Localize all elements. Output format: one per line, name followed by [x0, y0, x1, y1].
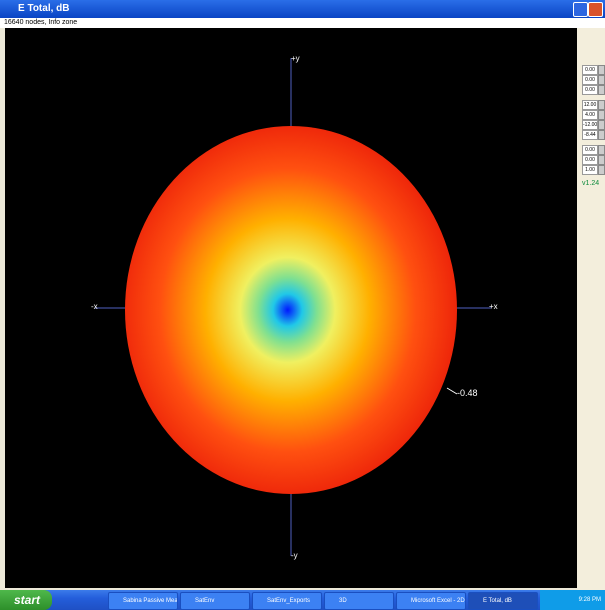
task-button[interactable]: SatEnv_Exports — [252, 592, 322, 610]
render: +y -x +x -y -0.48 — [91, 54, 498, 560]
side-panel: 0.00 0.00 0.00 12.00 4.00 -12.00 -8.44 0… — [577, 28, 605, 590]
field[interactable]: 0.00 — [582, 145, 598, 155]
spinner[interactable] — [598, 65, 605, 75]
status-bar: 16640 nodes, Info zone — [0, 18, 605, 28]
spinner[interactable] — [598, 75, 605, 85]
axis-label: -x — [91, 302, 98, 311]
close-button[interactable] — [588, 2, 603, 17]
taskbar: start Sabina Passive Mea... SatEnv SatEn… — [0, 590, 605, 610]
field[interactable]: 0.00 — [582, 85, 598, 95]
field[interactable]: 12.00 — [582, 100, 598, 110]
field[interactable]: -12.00 — [582, 120, 598, 130]
window-title: E Total, dB — [18, 3, 70, 14]
spinner[interactable] — [598, 130, 605, 140]
version: v1.24 — [582, 180, 600, 187]
task-button[interactable]: E Total, dB — [468, 592, 538, 610]
field[interactable]: 0.00 — [582, 75, 598, 85]
spinner[interactable] — [598, 85, 605, 95]
system-tray: 9:28 PM — [540, 590, 605, 610]
spinner[interactable] — [598, 110, 605, 120]
task-button[interactable]: Microsoft Excel - 2D... — [396, 592, 466, 610]
viewport[interactable]: +y -x +x -y -0.48 — [5, 28, 577, 588]
field[interactable]: 1.00 — [582, 165, 598, 175]
title-bar: E Total, dB — [0, 0, 605, 18]
pattern-surface — [125, 126, 457, 494]
spinner[interactable] — [598, 145, 605, 155]
task-button[interactable]: 3D — [324, 592, 394, 610]
clock: 9:28 PM — [578, 597, 601, 603]
annotation: -0.48 — [457, 388, 478, 398]
field[interactable]: 0.00 — [582, 155, 598, 165]
task-button[interactable]: Sabina Passive Mea... — [108, 592, 178, 610]
minimize-button[interactable] — [573, 2, 588, 17]
field[interactable]: -8.44 — [582, 130, 598, 140]
status-text: 16640 nodes, Info zone — [4, 19, 78, 26]
axis-label: +y — [291, 54, 300, 63]
axis-label: -y — [291, 551, 298, 560]
spinner[interactable] — [598, 120, 605, 130]
axis-label: +x — [489, 302, 498, 311]
start-button[interactable]: start — [0, 590, 52, 610]
spinner[interactable] — [598, 100, 605, 110]
field[interactable]: 4.00 — [582, 110, 598, 120]
field[interactable]: 0.00 — [582, 65, 598, 75]
task-button[interactable]: SatEnv — [180, 592, 250, 610]
spinner[interactable] — [598, 155, 605, 165]
annotation-leader — [446, 387, 458, 395]
spinner[interactable] — [598, 165, 605, 175]
